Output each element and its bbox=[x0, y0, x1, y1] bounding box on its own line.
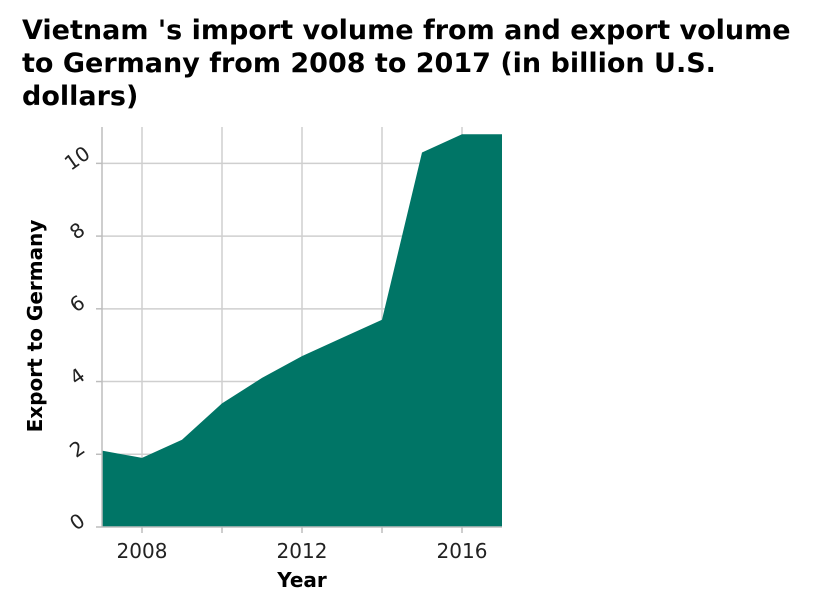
area-series bbox=[102, 134, 502, 528]
y-tick-label: 8 bbox=[65, 217, 89, 244]
y-axis-title: Export to Germany bbox=[23, 220, 47, 433]
axes bbox=[96, 127, 502, 533]
x-axis-title: Year bbox=[276, 568, 327, 592]
x-tick-label: 2016 bbox=[437, 539, 488, 563]
chart-title: Vietnam 's import volume from and export… bbox=[22, 15, 791, 112]
area-layer bbox=[101, 134, 503, 528]
x-tick-label: 2012 bbox=[277, 539, 328, 563]
y-tick-label: 2 bbox=[65, 436, 89, 463]
y-tick-label: 4 bbox=[65, 363, 89, 390]
y-tick-label: 10 bbox=[60, 141, 95, 175]
x-tick-label: 2008 bbox=[117, 539, 168, 563]
y-tick-label: 6 bbox=[65, 290, 89, 317]
y-tick-label: 0 bbox=[65, 508, 89, 535]
